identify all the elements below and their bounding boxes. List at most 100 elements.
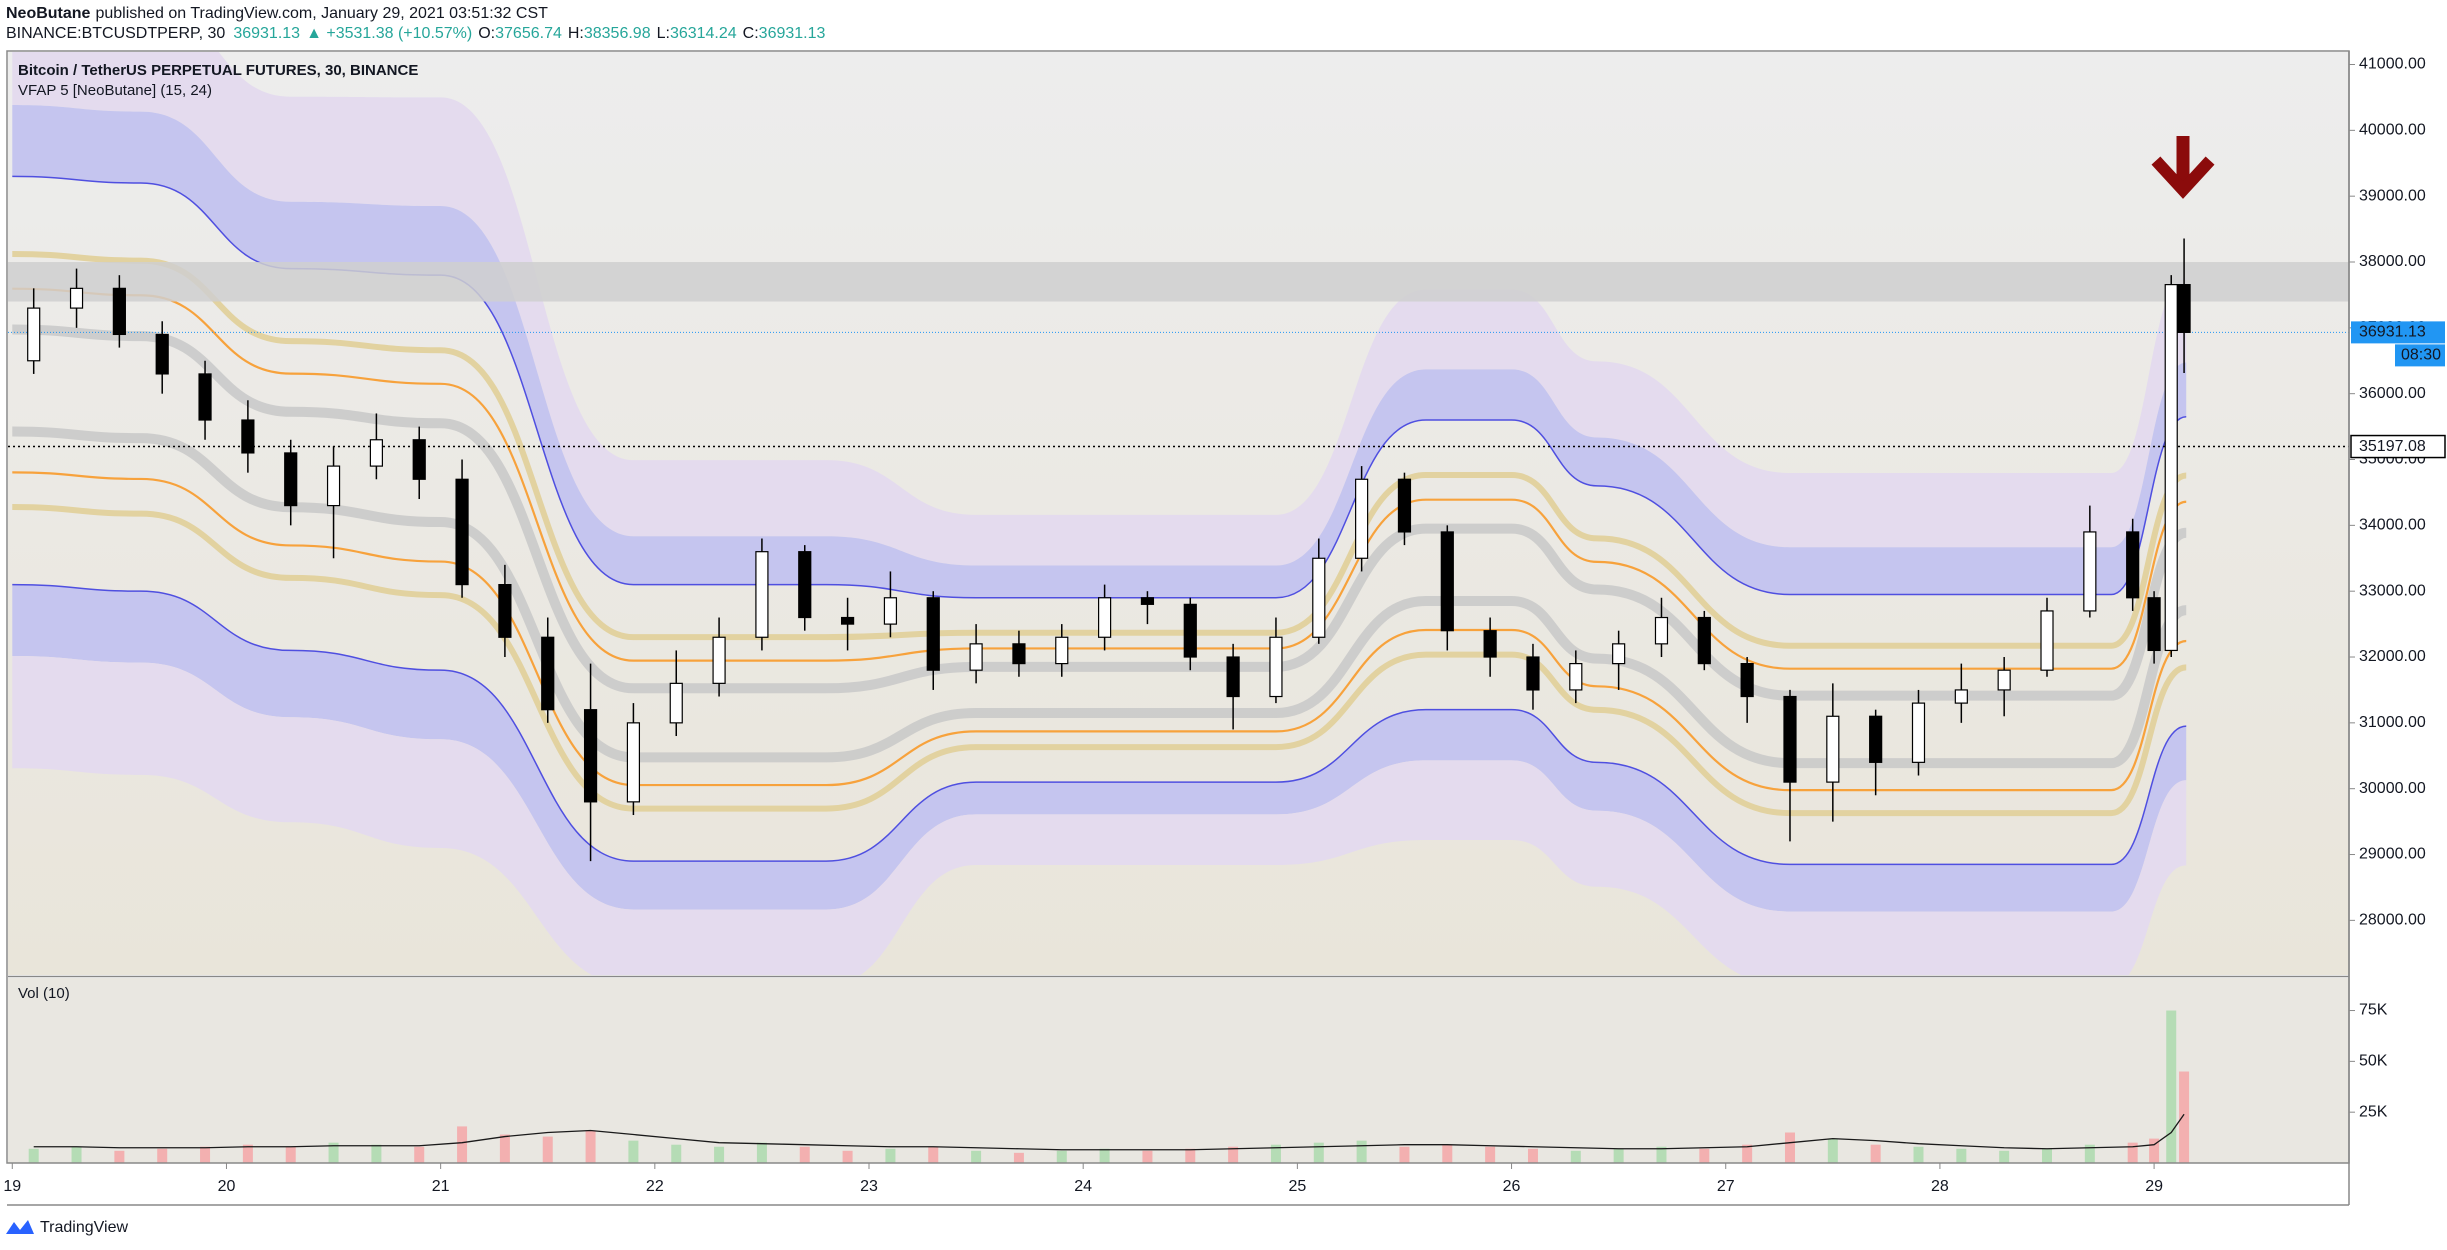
volume-bar: [371, 1144, 382, 1163]
candle-body: [198, 373, 212, 421]
volume-bar: [1784, 1132, 1795, 1163]
volume-ma: [33, 1113, 2185, 1151]
candle-body: [155, 333, 169, 375]
candle-body: [1954, 689, 1968, 704]
volume-bar: [2179, 1071, 2190, 1163]
volume: [28, 1010, 2190, 1163]
y-tick-label: 29000.00: [2359, 846, 2426, 863]
candle-body: [1269, 636, 1283, 698]
x-tick-label: 26: [1503, 1178, 1521, 1195]
candle-body: [1526, 656, 1540, 691]
candle-body: [1012, 643, 1026, 665]
candle-body: [1312, 557, 1326, 638]
volume-bar: [457, 1126, 468, 1163]
ohlc-value: 36314.24: [670, 25, 737, 42]
volume-bar: [885, 1148, 896, 1163]
indicator-label: VFAP 5 [NeoButane] (15, 24): [18, 82, 212, 99]
candle-body: [1098, 597, 1112, 638]
volume-bar: [842, 1150, 853, 1163]
y-tick-label: 32000.00: [2359, 648, 2426, 665]
candle-body: [1869, 715, 1883, 763]
candle-body: [1355, 478, 1369, 559]
candle-body: [498, 584, 512, 638]
x-tick-label: 24: [1074, 1178, 1092, 1195]
volume-bar: [1956, 1148, 1967, 1163]
candle-body: [2177, 284, 2191, 333]
volume-bar: [1527, 1148, 1538, 1163]
volume-bar: [1099, 1148, 1110, 1163]
zone: [8, 262, 2349, 302]
ohlc-label: H:: [568, 25, 584, 42]
volume-bar: [542, 1136, 553, 1163]
band-fill: [12, 656, 2187, 975]
chart-title: Bitcoin / TetherUS PERPETUAL FUTURES, 30…: [18, 62, 418, 79]
volume-bar: [328, 1142, 339, 1163]
y-tick-label: 39000.00: [2359, 187, 2426, 204]
volume-label: Vol (10): [18, 985, 70, 1002]
y-tick-label: 30000.00: [2359, 780, 2426, 797]
footer-text: TradingView: [40, 1219, 128, 1236]
axes: 28000.00 29000.00 30000.00 31000.00 32000.00…: [3, 56, 2446, 1195]
candle-body: [755, 551, 769, 638]
candle-body: [926, 597, 940, 671]
candle-body: [1397, 478, 1412, 533]
candle-body: [1911, 702, 1926, 763]
level-label: 35197.08: [2359, 438, 2426, 455]
candle-body: [326, 465, 341, 507]
band-line: [12, 583, 2187, 866]
y-tick-label: 36000.00: [2359, 385, 2426, 402]
x-tick-label: 21: [432, 1178, 450, 1195]
volume-bar: [28, 1148, 39, 1163]
candle-body: [2083, 531, 2097, 612]
volume-bar: [1656, 1146, 1667, 1163]
volume-bar: [2149, 1138, 2160, 1163]
volume-bar: [2042, 1148, 2053, 1163]
volume-bar: [756, 1142, 767, 1163]
candle-body: [798, 551, 812, 619]
volume-bar: [414, 1146, 425, 1163]
volume-bar: [585, 1130, 596, 1163]
volume-bar: [1056, 1150, 1067, 1163]
x-tick-label: 27: [1717, 1178, 1735, 1195]
volume-tick-label: 25K: [2359, 1103, 2388, 1120]
volume-bar: [1313, 1142, 1324, 1163]
volume-tick-label: 50K: [2359, 1053, 2388, 1070]
logo-mark: [6, 1220, 34, 1234]
ohlc-label: L:: [657, 25, 670, 42]
header-line-2: BINANCE:BTCUSDTPERP, 30 36931.13 ▲ +3531.3…: [6, 25, 826, 42]
volume-bar: [1613, 1148, 1624, 1163]
y-tick-label: 31000.00: [2359, 714, 2426, 731]
band-line: [12, 250, 2187, 649]
volume-bar: [157, 1148, 168, 1163]
volume-bar: [1013, 1152, 1024, 1163]
symbol: BINANCE:BTCUSDTPERP, 30: [6, 25, 225, 42]
vfap-bands: [12, 52, 2188, 975]
volume-bar: [285, 1146, 296, 1163]
volume-bar: [2127, 1142, 2138, 1163]
candle-body: [1483, 630, 1497, 658]
candle-body: [883, 597, 898, 625]
volume-bar: [71, 1146, 82, 1163]
volume-bar: [2084, 1144, 2095, 1163]
candle-body: [241, 419, 255, 454]
candle-body: [69, 287, 84, 309]
x-tick-label: 28: [1931, 1178, 1949, 1195]
volume-bar: [928, 1146, 939, 1163]
volume-bar: [971, 1150, 982, 1163]
volume-bar: [1699, 1148, 1710, 1163]
volume-bar: [1870, 1144, 1881, 1163]
volume-bar: [1185, 1148, 1196, 1163]
candle-body: [1783, 695, 1797, 783]
volume-bar: [799, 1146, 810, 1163]
volume-bar: [1999, 1150, 2010, 1163]
ohlc-value: 38356.98: [584, 25, 651, 42]
volume-bar: [671, 1144, 682, 1163]
candle-body: [1440, 531, 1454, 632]
candle-body: [712, 636, 726, 684]
band-fill: [12, 584, 2187, 912]
y-tick-label: 28000.00: [2359, 912, 2426, 929]
candle-body: [2040, 610, 2054, 671]
x-tick-label: 29: [2145, 1178, 2163, 1195]
